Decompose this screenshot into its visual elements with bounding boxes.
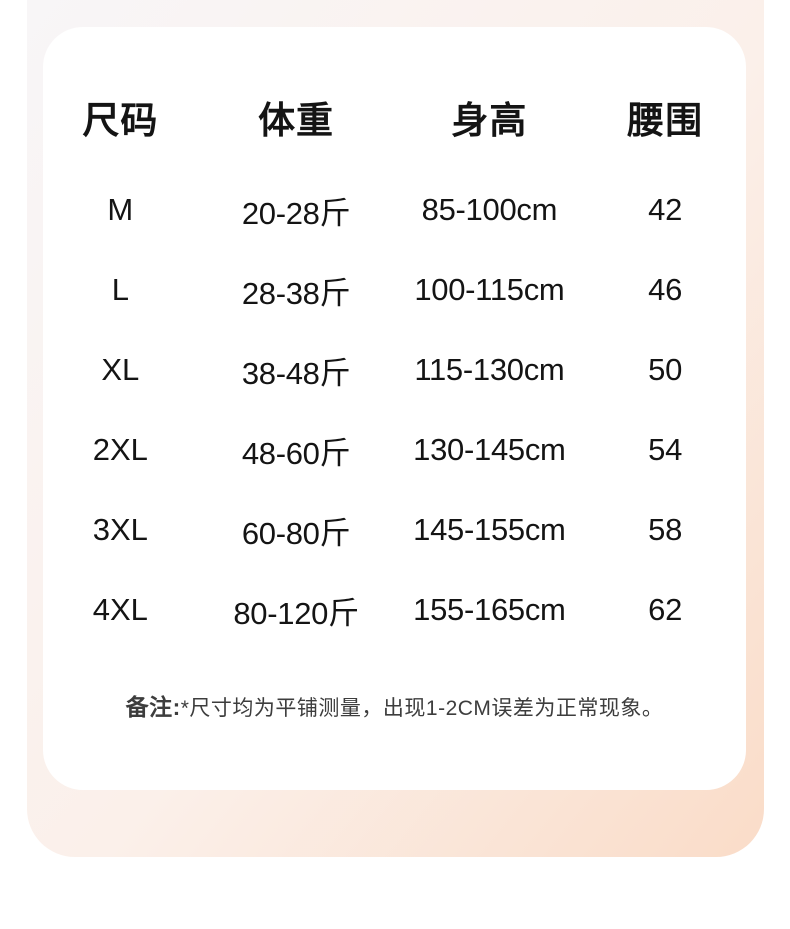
cell-waist: 54 [648,432,683,467]
cell-height: 85-100cm [421,192,558,227]
note-text: *尺寸均为平铺测量，出现1-2CM误差为正常现象。 [180,697,664,720]
cell-size: XL [101,352,140,387]
cell-waist: 58 [648,512,683,547]
table-row-xl: XL 38-48斤 115-130cm 50 [43,330,746,410]
cell-size: 4XL [92,592,148,627]
size-chart-card: 尺码 体重 身高 腰围 M 20-28斤 85-100cm 42 L 28-38… [43,27,746,790]
cell-waist: 50 [648,352,683,387]
cell-size: 2XL [92,432,148,467]
cell-height: 130-145cm [413,432,566,467]
cell-weight: 28-38斤 [241,275,351,311]
cell-height: 115-130cm [414,352,565,387]
table-row-m: M 20-28斤 85-100cm 42 [43,170,746,250]
cell-size: 3XL [92,512,148,547]
cell-height: 145-155cm [413,512,566,547]
cell-weight: 80-120斤 [233,595,359,631]
cell-waist: 46 [648,272,683,307]
header-cell-waist: 腰围 [627,100,704,141]
size-chart-header-row: 尺码 体重 身高 腰围 [43,77,746,157]
cell-weight: 20-28斤 [241,195,351,231]
cell-height: 100-115cm [414,272,565,307]
cell-height: 155-165cm [413,592,566,627]
table-row-2xl: 2XL 48-60斤 130-145cm 54 [43,410,746,490]
cell-weight: 48-60斤 [241,435,351,471]
cell-weight: 38-48斤 [241,355,351,391]
table-row-4xl: 4XL 80-120斤 155-165cm 62 [43,570,746,650]
cell-waist: 62 [648,592,683,627]
header-cell-size: 尺码 [82,100,159,141]
table-row-l: L 28-38斤 100-115cm 46 [43,250,746,330]
note-label: 备注: [125,694,181,720]
cell-weight: 60-80斤 [241,515,351,551]
cell-size: M [107,192,134,227]
cell-waist: 42 [648,192,683,227]
table-row-3xl: 3XL 60-80斤 145-155cm 58 [43,490,746,570]
header-cell-height: 身高 [451,100,528,141]
measurement-note: 备注:*尺寸均为平铺测量，出现1-2CM误差为正常现象。 [43,688,746,722]
cell-size: L [111,272,129,307]
header-cell-weight: 体重 [258,100,335,141]
